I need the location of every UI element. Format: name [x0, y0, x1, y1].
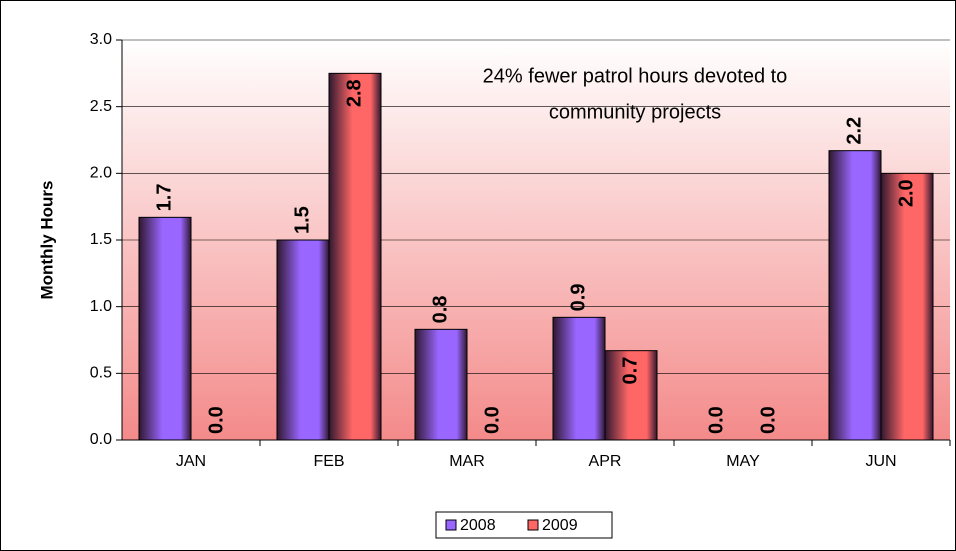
legend-box [435, 511, 613, 539]
x-tick-label: FEB [313, 453, 344, 470]
x-tick-label: JAN [176, 453, 206, 470]
y-tick-label: 1.0 [90, 298, 112, 315]
bar [414, 328, 468, 441]
data-label: 0.0 [705, 406, 727, 434]
data-label: 0.9 [567, 284, 589, 312]
data-label: 0.0 [481, 406, 503, 434]
y-tick-label: 0.5 [90, 365, 112, 382]
legend-swatch [527, 519, 539, 531]
legend-label: 2008 [460, 517, 496, 534]
bar [276, 239, 330, 441]
legend-swatch [445, 519, 457, 531]
x-tick-label: APR [589, 453, 622, 470]
bar [828, 150, 882, 441]
y-tick-label: 3.0 [90, 31, 112, 48]
x-tick-label: MAR [449, 453, 485, 470]
data-label: 0.7 [619, 357, 641, 385]
bar [880, 172, 934, 441]
y-axis-label: Monthly Hours [37, 181, 56, 300]
bar [552, 316, 606, 441]
y-tick-label: 1.5 [90, 231, 112, 248]
legend-label: 2009 [542, 517, 578, 534]
x-tick-label: JUN [865, 453, 896, 470]
data-label: 2.2 [843, 117, 865, 145]
annotation: community projects [549, 101, 721, 123]
bar [138, 216, 192, 441]
y-tick-label: 2.5 [90, 98, 112, 115]
bar [328, 72, 382, 441]
annotation: 24% fewer patrol hours devoted to [483, 65, 788, 87]
data-label: 1.7 [153, 184, 175, 212]
data-label: 0.0 [205, 406, 227, 434]
data-label: 2.8 [343, 79, 365, 107]
y-tick-label: 2.0 [90, 165, 112, 182]
y-tick-label: 0.0 [90, 431, 112, 448]
data-label: 1.5 [291, 206, 313, 234]
x-tick-label: MAY [726, 453, 760, 470]
bar [604, 350, 658, 441]
data-label: 0.8 [429, 296, 451, 324]
data-label: 0.0 [757, 406, 779, 434]
data-label: 2.0 [895, 179, 917, 207]
